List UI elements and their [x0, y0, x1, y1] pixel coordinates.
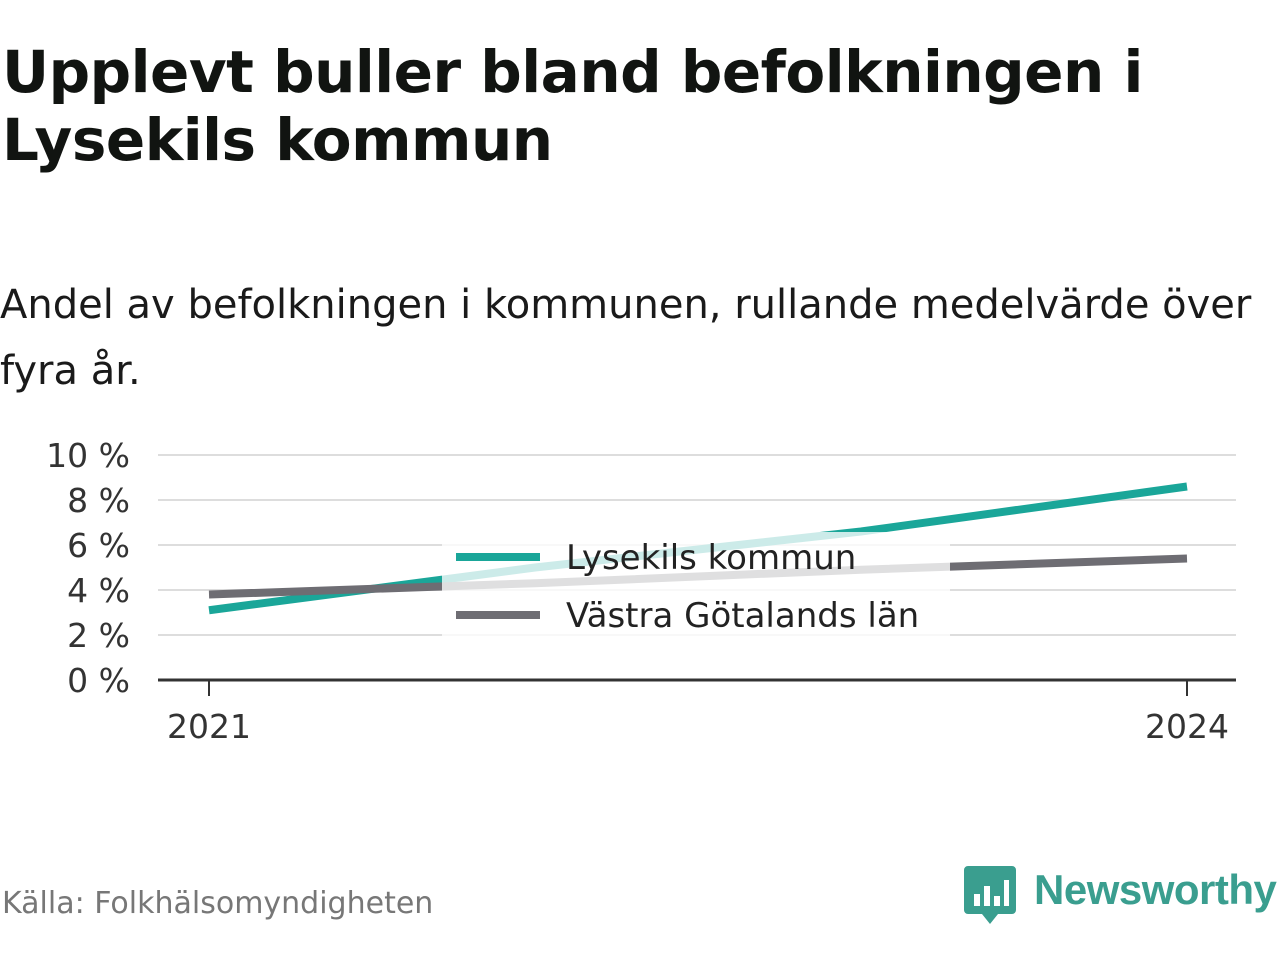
chart-subtitle: Andel av befolkningen i kommunen, rullan… — [0, 282, 1252, 394]
line-chart: 0 % 2 % 4 % 6 % 8 % 10 % 2021 2024 Lysekils ko… — [46, 436, 1236, 746]
legend-label: Lysekils kommun — [566, 538, 856, 578]
y-tick-label: 4 % — [67, 571, 130, 610]
legend-label: Västra Götalands län — [566, 596, 919, 636]
y-tick-label: 10 % — [46, 436, 130, 475]
y-tick-label: 6 % — [67, 526, 130, 565]
y-tick-label: 8 % — [67, 481, 130, 520]
y-tick-label: 2 % — [67, 616, 130, 655]
brand-logo: Newsworthy — [964, 864, 1277, 928]
x-axis-ticks: 2021 2024 — [167, 680, 1229, 746]
legend: Lysekils kommun Västra Götalands län — [442, 532, 950, 652]
y-axis-tick-labels: 0 % 2 % 4 % 6 % 8 % 10 % — [46, 436, 130, 700]
chart-title: Upplevt buller bland befolkningen i Lyse… — [2, 38, 1143, 174]
legend-background — [442, 532, 950, 652]
x-tick-label: 2021 — [167, 707, 251, 746]
newsworthy-logo-icon — [964, 866, 1016, 924]
brand-name: Newsworthy — [1034, 866, 1277, 913]
x-tick-label: 2024 — [1145, 707, 1229, 746]
source-note: Källa: Folkhälsomyndigheten — [2, 886, 434, 921]
y-tick-label: 0 % — [67, 661, 130, 700]
